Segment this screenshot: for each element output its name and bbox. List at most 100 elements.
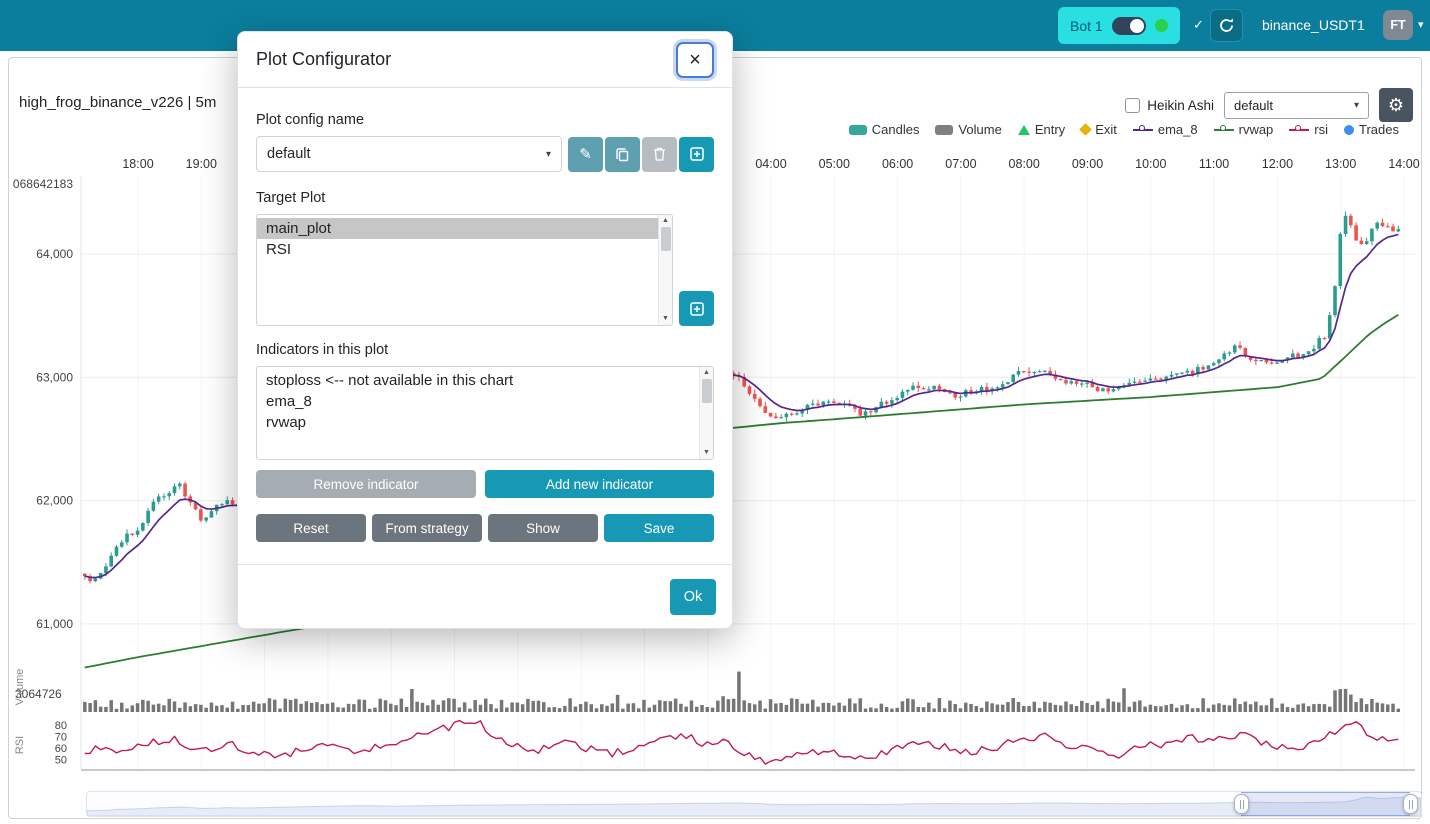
svg-text:62,000: 62,000 [36, 494, 73, 508]
indicators-listbox[interactable]: stoploss <-- not available in this chart… [256, 366, 714, 460]
legend-label: Candles [871, 122, 920, 137]
target-plot-row: main_plot RSI ▲ ▼ [256, 214, 714, 326]
avatar[interactable]: FT [1383, 10, 1413, 40]
datazoom-handle-left[interactable] [1233, 794, 1249, 814]
target-plot-listbox[interactable]: main_plot RSI ▲ ▼ [256, 214, 673, 326]
target-plot-label: Target Plot [256, 190, 326, 206]
svg-text:04:00: 04:00 [755, 157, 786, 171]
svg-text:07:00: 07:00 [945, 157, 976, 171]
delete-config-button[interactable] [642, 136, 677, 172]
scrollbar-thumb[interactable] [702, 379, 712, 403]
indicators-label: Indicators in this plot [256, 342, 389, 358]
svg-text:80: 80 [55, 720, 67, 732]
legend-label: Entry [1034, 122, 1066, 137]
add-config-button[interactable] [679, 136, 714, 172]
refresh-button[interactable] [1210, 9, 1243, 42]
heikin-ashi-wrap: Heikin Ashi [1125, 97, 1214, 113]
bot-selector[interactable]: Bot 1 [1058, 7, 1180, 44]
datazoom-silhouette [87, 796, 1421, 816]
indicator-buttons-row: Remove indicator Add new indicator [256, 470, 714, 498]
svg-text:64,000: 64,000 [36, 247, 73, 261]
rsi-swatch-icon [1289, 125, 1310, 131]
modal-body: Plot config name default ▾ ✎ [238, 112, 732, 542]
legend-label: Exit [1095, 122, 1117, 137]
svg-text:06:00: 06:00 [882, 157, 913, 171]
exit-swatch-icon [1079, 123, 1093, 136]
heikin-ashi-checkbox[interactable] [1125, 97, 1141, 113]
plus-box-icon [689, 301, 704, 316]
entry-swatch-icon [1017, 124, 1030, 135]
config-name-select[interactable]: default ▾ [256, 136, 562, 172]
modal-title: Plot Configurator [256, 49, 392, 69]
chart-legend: Candles Volume Entry Exit ema_8 rvwap rsi Trade… [848, 122, 1399, 137]
show-button[interactable]: Show [488, 514, 598, 542]
gear-icon: ⚙ [1387, 94, 1405, 115]
chart-title: high_frog_binance_v226 | 5m [19, 94, 217, 111]
plus-box-icon [689, 147, 704, 161]
close-button[interactable]: × [676, 41, 714, 78]
svg-text:12:00: 12:00 [1262, 157, 1293, 171]
heikin-ashi-label: Heikin Ashi [1147, 97, 1214, 113]
scroll-down-icon[interactable]: ▼ [703, 449, 710, 456]
legend-label: rvwap [1238, 122, 1274, 137]
remove-indicator-button[interactable]: Remove indicator [256, 470, 476, 498]
chevron-down-icon[interactable]: ▾ [1418, 19, 1424, 31]
axis-labels: 64,000 63,000 62,000 61,000 068642183 18:00 19… [13, 157, 1420, 766]
from-strategy-button[interactable]: From strategy [372, 514, 482, 542]
indicator-option[interactable]: stoploss <-- not available in this chart [266, 372, 514, 389]
legend-item-ema_8[interactable]: ema_8 [1132, 122, 1198, 137]
svg-text:60: 60 [55, 743, 67, 755]
datazoom-slider[interactable] [86, 791, 1422, 817]
edit-config-button[interactable]: ✎ [568, 136, 603, 172]
save-button[interactable]: Save [604, 514, 714, 542]
add-plot-button[interactable] [679, 291, 714, 326]
chevron-down-icon: ▾ [545, 148, 551, 160]
legend-label: Volume [958, 122, 1002, 137]
legend-item-rvwap[interactable]: rvwap [1213, 122, 1274, 137]
config-name-label: Plot config name [256, 112, 365, 128]
copy-icon [616, 147, 629, 161]
datazoom-handle-right[interactable] [1403, 794, 1419, 814]
scrollbar[interactable]: ▲ ▼ [658, 215, 672, 325]
add-indicator-button[interactable]: Add new indicator [485, 470, 714, 498]
toggle-knob [1129, 18, 1144, 33]
datazoom-selected-window[interactable] [1240, 792, 1411, 816]
legend-item-exit[interactable]: Exit [1079, 122, 1117, 137]
bot-toggle[interactable] [1111, 16, 1146, 35]
volume-swatch-icon [935, 124, 954, 135]
copy-config-button[interactable] [605, 136, 640, 172]
bot-status-dot [1154, 19, 1168, 32]
indicator-option[interactable]: rvwap [266, 414, 307, 431]
refresh-icon [1220, 18, 1233, 32]
svg-text:63,000: 63,000 [36, 370, 73, 384]
scrollbar[interactable]: ▲ ▼ [699, 367, 713, 459]
legend-item-trades[interactable]: Trades [1344, 122, 1399, 137]
config-name-row: default ▾ ✎ [256, 136, 714, 172]
scroll-up-icon[interactable]: ▲ [703, 369, 710, 376]
gear-button[interactable]: ⚙ [1379, 88, 1413, 122]
plot-config-select[interactable]: default ▾ [1224, 91, 1369, 119]
legend-item-rsi[interactable]: rsi [1289, 122, 1328, 137]
indicator-option[interactable]: ema_8 [266, 393, 312, 410]
svg-text:05:00: 05:00 [819, 157, 850, 171]
target-plot-option[interactable]: RSI [266, 241, 292, 258]
scrollbar-thumb[interactable] [661, 227, 671, 251]
target-plot-option[interactable]: main_plot [257, 218, 658, 239]
bot-name-label: Bot 1 [1070, 17, 1103, 34]
svg-text:11:00: 11:00 [1199, 157, 1229, 171]
scroll-up-icon[interactable]: ▲ [662, 217, 669, 224]
svg-text:19:00: 19:00 [186, 157, 217, 171]
scroll-down-icon[interactable]: ▼ [662, 315, 669, 322]
config-name-value: default [267, 146, 311, 162]
svg-text:13:00: 13:00 [1325, 157, 1356, 171]
plot-config-select-value: default [1234, 97, 1274, 113]
config-actions-row: Reset From strategy Show Save [256, 514, 714, 542]
reset-button[interactable]: Reset [256, 514, 366, 542]
trash-icon [654, 147, 665, 161]
legend-item-candles[interactable]: Candles [848, 122, 920, 137]
ok-button[interactable]: Ok [670, 579, 716, 615]
check-icon: ✓ [1193, 17, 1204, 32]
legend-item-volume[interactable]: Volume [935, 122, 1002, 137]
pair-label: binance_USDT1 [1262, 17, 1365, 33]
legend-item-entry[interactable]: Entry [1017, 122, 1066, 137]
